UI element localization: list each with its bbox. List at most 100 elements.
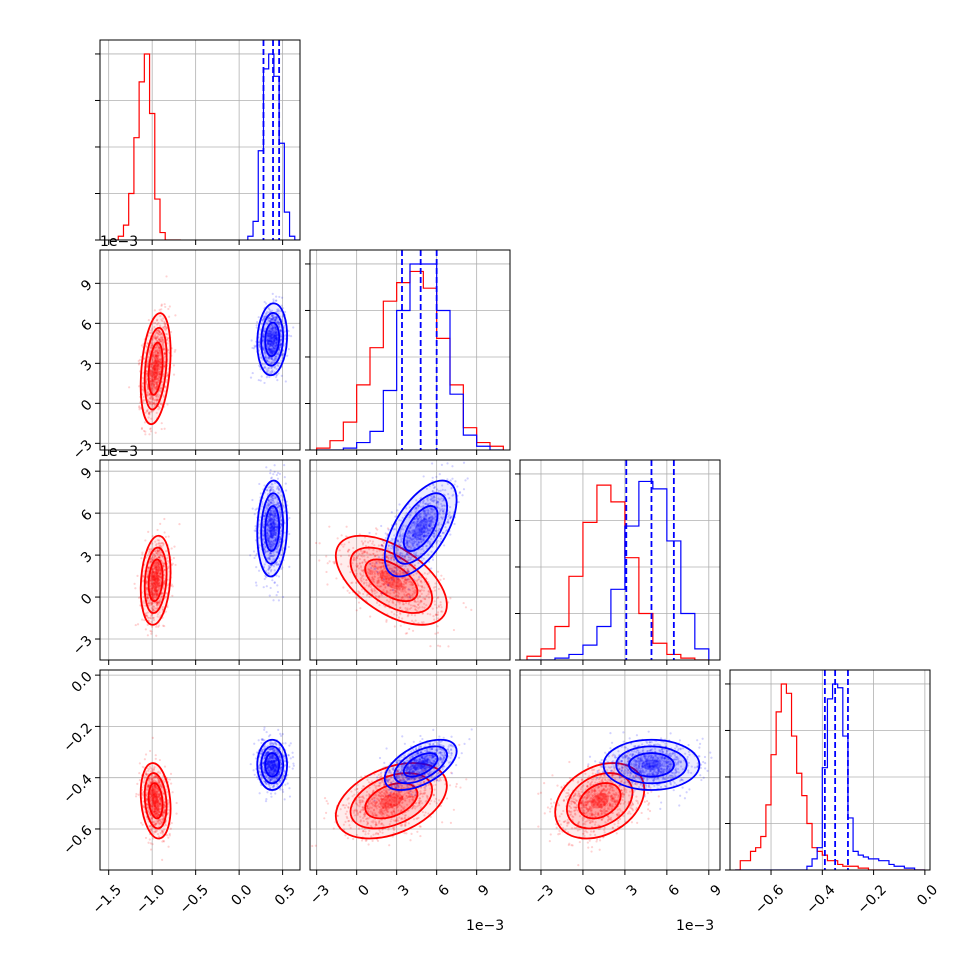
contour-line: [364, 782, 419, 820]
scatter-panel-2-1: [309, 459, 511, 665]
x-tick-label: 0: [582, 882, 600, 900]
histogram-panel-2: [515, 459, 721, 665]
contour-line: [566, 772, 634, 830]
density-fill: [380, 793, 403, 809]
x-tick-label: 6: [666, 882, 684, 900]
y-tick-label: 0: [78, 591, 96, 609]
x-tick-label: 0.0: [228, 882, 255, 909]
contour-line: [256, 738, 288, 791]
contour-line: [143, 772, 168, 830]
contour-line: [143, 326, 168, 411]
histogram-red: [526, 484, 709, 660]
contour-line: [577, 782, 622, 820]
x-tick-label: −1.5: [90, 882, 125, 917]
y-tick-label: 3: [78, 549, 96, 567]
y-tick-label: −0.2: [60, 720, 95, 755]
contour-line: [334, 534, 448, 626]
density-fill: [152, 793, 159, 809]
density-fill: [265, 753, 280, 777]
contour-line: [260, 745, 285, 785]
x-tick-label: −0.5: [177, 882, 212, 917]
histogram-blue: [316, 263, 504, 450]
panel-frame: [99, 459, 301, 661]
density-fill: [413, 759, 429, 770]
offset-label-param-2: 1e−3: [100, 444, 138, 460]
density-fill: [148, 342, 163, 395]
density-fill: [152, 571, 159, 590]
density-fill: [140, 313, 171, 425]
panel-content: [133, 463, 291, 637]
histogram-red: [113, 53, 181, 240]
y-tick-label: 3: [78, 357, 96, 375]
x-tick-label: 3: [395, 882, 413, 900]
density-fill: [335, 535, 447, 625]
density-fill: [335, 763, 447, 839]
density-fill: [261, 746, 284, 784]
density-fill: [140, 763, 171, 839]
offset-label-param-2-x: 1e−3: [676, 918, 714, 934]
scatter-panel-2-0: −3 0 3 6 9: [70, 459, 301, 665]
density-fill: [413, 518, 429, 539]
panel-frame: [99, 249, 301, 451]
density-fill: [384, 739, 457, 790]
density-fill: [350, 773, 433, 829]
x-tick-label: −3: [531, 882, 557, 908]
panel-frame: [519, 459, 721, 661]
panel-frame: [99, 39, 301, 241]
density-fill: [269, 518, 276, 539]
contour-line: [260, 312, 285, 367]
contour-line: [364, 558, 419, 603]
scatter-panel-1-0: −3 0 3 6 9: [70, 249, 301, 463]
x-tick-label: −3: [307, 882, 333, 908]
scatter-panel-3-1: −3 0 3 6 9: [307, 669, 511, 908]
panel-content: [134, 726, 295, 861]
contour-line: [264, 505, 281, 552]
density-fill: [265, 506, 280, 552]
density-fill: [403, 506, 438, 552]
x-tick-label: 6: [435, 882, 453, 900]
panel-frame: [729, 669, 931, 871]
y-tick-label: 9: [78, 465, 96, 483]
density-fill: [616, 746, 687, 784]
histogram-panel-0: [95, 39, 301, 245]
panel-content: [537, 730, 713, 867]
contour-line: [402, 505, 439, 552]
contour-line: [615, 745, 688, 785]
x-tick-label: −0.6: [752, 882, 787, 917]
y-tick-label: −0.6: [60, 823, 95, 858]
density-fill: [380, 571, 403, 590]
density-fill: [394, 493, 448, 564]
density-fill: [148, 783, 163, 819]
contour-line: [139, 534, 172, 626]
contour-line: [256, 302, 288, 377]
scatter-panel-3-0: −1.5 −1.0 −0.5 0.0 0.5 −0.6 −0.4 −0.2 0.0: [60, 669, 301, 917]
density-fill: [269, 332, 276, 347]
contour-line: [628, 752, 675, 778]
contour-line: [349, 546, 434, 614]
density-fill: [590, 793, 609, 809]
density-fill: [365, 783, 418, 819]
y-tick-label: 0: [78, 397, 96, 415]
contour-line: [383, 479, 458, 578]
x-tick-label: 3: [624, 882, 642, 900]
contour-line: [393, 745, 448, 785]
panel-frame: [309, 669, 511, 871]
y-tick-label: 9: [78, 277, 96, 295]
contour-line: [143, 546, 168, 614]
x-tick-label: −1.0: [133, 882, 168, 917]
contour-line: [147, 341, 164, 396]
contour-line: [256, 479, 288, 578]
contour-line: [147, 782, 164, 820]
contour-line: [139, 312, 172, 426]
panel-content: [113, 40, 300, 240]
x-tick-label: 0: [355, 882, 373, 900]
offset-label-param-1-x: 1e−3: [466, 918, 504, 934]
density-fill: [152, 357, 159, 380]
histogram-panel-3: −0.6 −0.4 −0.2 0.0: [725, 669, 941, 917]
histogram-blue: [526, 480, 710, 660]
scatter-points-red: [311, 743, 468, 848]
panel-frame: [309, 249, 511, 451]
y-tick-label: −3: [70, 437, 96, 463]
y-tick-label: −0.4: [60, 771, 95, 806]
